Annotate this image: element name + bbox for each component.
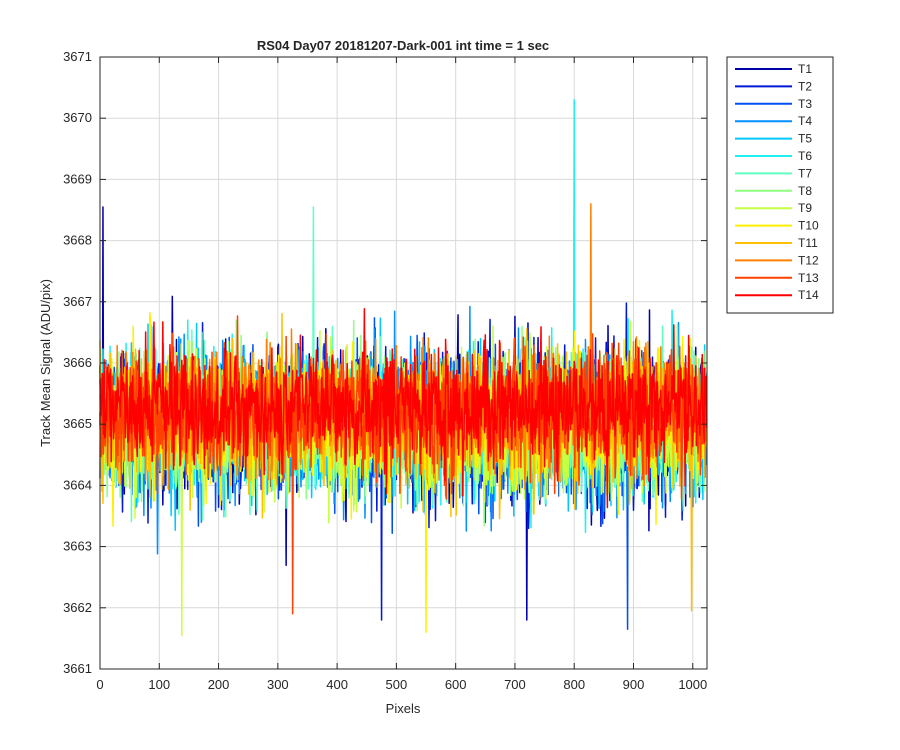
x-tick-label-2: 200 — [208, 677, 230, 692]
x-tick-label-6: 600 — [445, 677, 467, 692]
x-tick-label-0: 0 — [96, 677, 103, 692]
y-tick-label-1: 3662 — [63, 600, 92, 615]
legend-label-T10: T10 — [798, 219, 819, 233]
axis-ticks: 0 100 200 300 400 500 600 700 800 900 1000 3661 3662… — [63, 49, 707, 692]
legend-label-T14: T14 — [798, 288, 819, 302]
chart-title: RS04 Day07 20181207-Dark-001 int time = … — [257, 38, 549, 53]
y-tick-label-7: 3668 — [63, 233, 92, 248]
legend-label-T1: T1 — [798, 62, 812, 76]
series-lines — [99, 99, 708, 637]
x-tick-label-4: 400 — [326, 677, 348, 692]
x-tick-label-5: 500 — [386, 677, 408, 692]
legend-label-T5: T5 — [798, 132, 812, 146]
legend-label-T3: T3 — [798, 97, 812, 111]
y-tick-label-5: 3666 — [63, 355, 92, 370]
series-line-T14 — [99, 308, 708, 509]
legend-label-T9: T9 — [798, 201, 812, 215]
y-axis-title: Track Mean Signal (ADU/pix) — [38, 279, 53, 447]
legend-label-T2: T2 — [798, 79, 812, 93]
x-axis-title: Pixels — [386, 701, 421, 716]
x-tick-label-1: 100 — [148, 677, 170, 692]
y-tick-label-6: 3667 — [63, 294, 92, 309]
legend-label-T11: T11 — [798, 236, 818, 250]
y-tick-label-8: 3669 — [63, 171, 92, 186]
x-tick-label-3: 300 — [267, 677, 289, 692]
x-tick-label-7: 700 — [504, 677, 526, 692]
x-tick-label-9: 900 — [623, 677, 645, 692]
x-tick-label-10: 1000 — [678, 677, 707, 692]
legend-label-T13: T13 — [798, 271, 819, 285]
legend-label-T6: T6 — [798, 149, 812, 163]
y-tick-label-2: 3663 — [63, 539, 92, 554]
y-tick-label-3: 3664 — [63, 477, 92, 492]
x-tick-label-8: 800 — [563, 677, 585, 692]
y-tick-label-9: 3670 — [63, 110, 92, 125]
legend: T1 T2 T3 T4 T5 T6 T7 T8 T9 T10 T11 T12 T13 T14 — [726, 56, 834, 314]
legend-label-T4: T4 — [798, 114, 812, 128]
y-tick-label-0: 3661 — [63, 661, 92, 676]
legend-label-T7: T7 — [798, 166, 812, 180]
y-tick-label-4: 3665 — [63, 416, 92, 431]
y-tick-label-10: 3671 — [63, 49, 92, 64]
legend-label-T12: T12 — [798, 253, 819, 267]
series-line-T13 — [99, 315, 708, 615]
legend-label-T8: T8 — [798, 184, 812, 198]
legend-box — [726, 56, 834, 314]
